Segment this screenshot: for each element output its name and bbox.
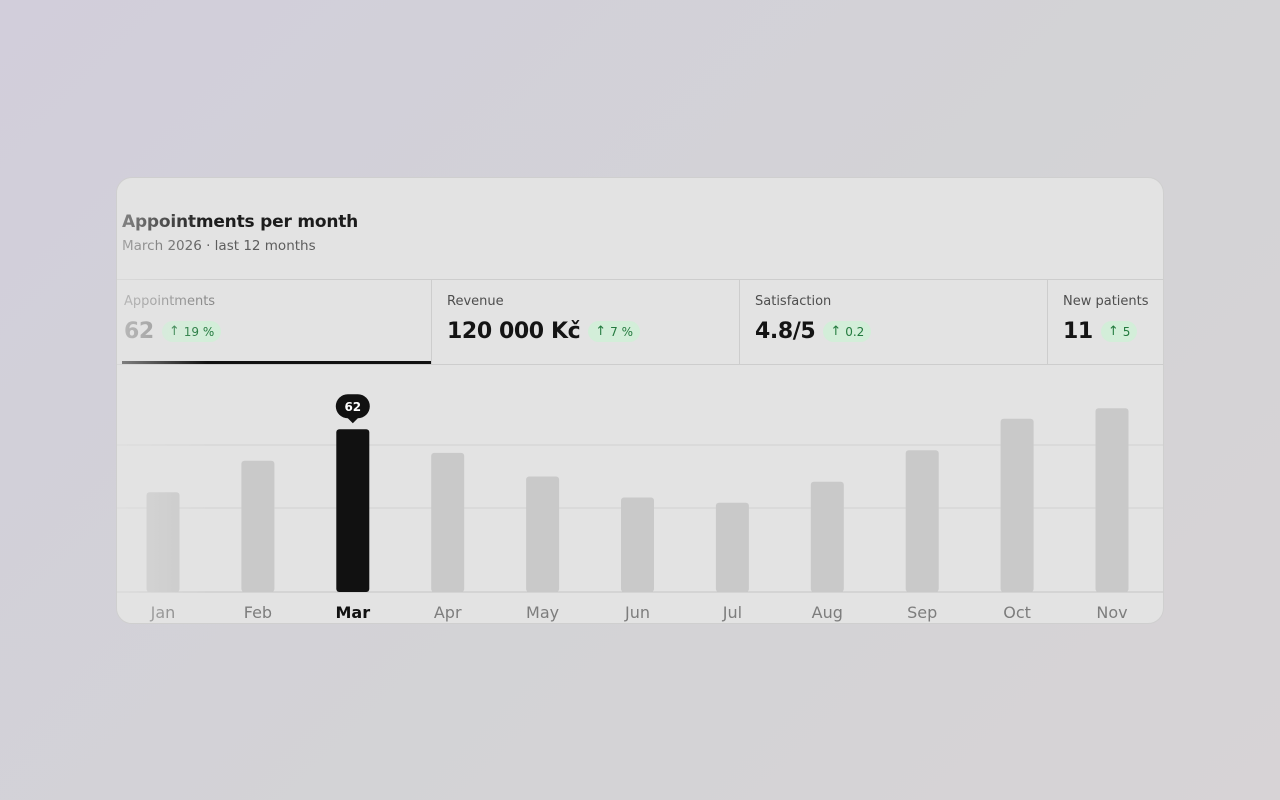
bar-oct[interactable] <box>1000 418 1034 592</box>
kpi-label: Satisfaction <box>755 294 832 309</box>
divider <box>1047 280 1048 365</box>
bar-aug[interactable] <box>810 481 844 592</box>
kpi-delta-badge: ↑ 0.2 <box>823 321 872 342</box>
bar-jun[interactable] <box>621 497 654 593</box>
appointments-bar-chart: Jan Feb Mar 62 Apr May Jun Jul Aug Sep Oct Nov <box>117 394 1163 622</box>
x-tick-label: Jul <box>722 603 742 622</box>
arrow-up-icon: ↑ <box>595 324 607 339</box>
kpi-tab-new-patients[interactable]: New patients 11 ↑ 5 <box>1063 280 1163 365</box>
kpi-value: 120 000 Kč <box>447 319 581 344</box>
arrow-up-icon: ↑ <box>168 324 180 339</box>
x-tick-label: Sep <box>907 603 937 622</box>
card-title: Appointments per month <box>122 212 359 232</box>
kpi-delta-value: 19 % <box>183 324 215 339</box>
divider <box>117 279 1163 280</box>
x-tick-label: Jan <box>150 603 176 622</box>
kpi-value: 4.8/5 <box>755 319 816 344</box>
x-tick-label: Apr <box>434 603 462 622</box>
bar-feb[interactable] <box>241 460 275 592</box>
bar-tooltip: 62 <box>335 394 370 424</box>
kpi-delta-badge: ↑ 7 % <box>588 321 641 342</box>
divider <box>117 364 1163 365</box>
card-header: Appointments per month March 2026 · last… <box>122 212 358 254</box>
tooltip-value: 62 <box>344 400 361 414</box>
kpi-tab-revenue[interactable]: Revenue 120 000 Kč ↑ 7 % <box>447 280 737 365</box>
bar-mar[interactable] <box>336 429 370 592</box>
x-tick-label: Feb <box>244 603 272 622</box>
bar-apr[interactable] <box>431 452 465 592</box>
appointments-card: Appointments per month March 2026 · last… <box>116 177 1164 624</box>
kpi-label: New patients <box>1063 294 1149 309</box>
kpi-delta-badge: ↑ 5 <box>1100 321 1138 342</box>
kpi-label: Appointments <box>124 294 216 309</box>
divider <box>739 280 740 365</box>
x-tick-label: Mar <box>335 603 370 622</box>
x-tick-label: Aug <box>812 603 843 622</box>
bar-jan[interactable] <box>146 492 180 592</box>
kpi-delta-value: 7 % <box>610 324 634 339</box>
arrow-up-icon: ↑ <box>1107 324 1119 339</box>
kpi-label: Revenue <box>447 294 504 309</box>
x-tick-label: Jun <box>624 603 650 622</box>
kpi-value: 62 <box>124 319 154 344</box>
kpi-tab-satisfaction[interactable]: Satisfaction 4.8/5 ↑ 0.2 <box>755 280 1045 365</box>
bar-nov[interactable] <box>1095 408 1129 592</box>
kpi-value: 11 <box>1063 319 1093 344</box>
bar-jul[interactable] <box>715 502 749 592</box>
kpi-delta-badge: ↑ 19 % <box>161 321 222 342</box>
active-tab-indicator <box>122 361 431 364</box>
card-subtitle: March 2026 · last 12 months <box>122 238 316 254</box>
x-tick-label: May <box>526 603 559 622</box>
kpi-delta-value: 0.2 <box>845 324 865 339</box>
x-tick-label: Nov <box>1096 603 1127 622</box>
x-tick-label: Oct <box>1003 603 1031 622</box>
bar-may[interactable] <box>526 476 560 593</box>
kpi-delta-value: 5 <box>1122 324 1131 339</box>
kpi-tab-appointments[interactable]: Appointments 62 ↑ 19 % <box>124 280 424 365</box>
divider <box>431 280 432 365</box>
arrow-up-icon: ↑ <box>830 324 842 339</box>
bar-sep[interactable] <box>905 450 939 592</box>
